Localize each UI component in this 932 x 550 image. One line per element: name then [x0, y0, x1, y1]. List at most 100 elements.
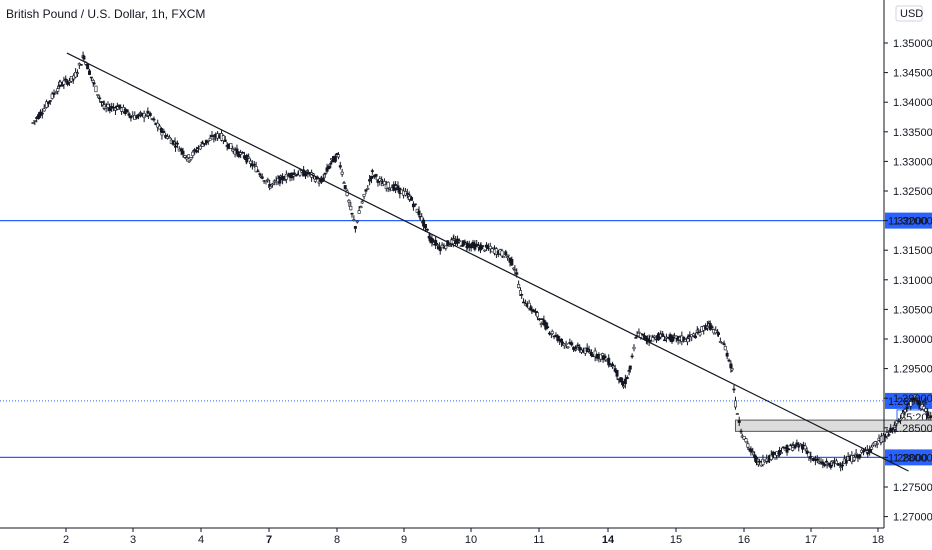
candle-body — [359, 206, 363, 208]
currency-label[interactable]: USD — [900, 8, 923, 20]
price-tick-label: 1.27000 — [893, 512, 932, 524]
time-axis[interactable]: 2 3 4 7 8 9 10 11 14 15 16 17 18 — [0, 527, 884, 546]
candle-body — [821, 461, 825, 465]
candle-body — [129, 115, 133, 119]
candle-body — [692, 333, 696, 336]
candle-body — [815, 458, 819, 461]
candle-body — [733, 400, 737, 408]
candle-body — [773, 454, 777, 458]
candle-body — [167, 136, 171, 139]
candle-body — [506, 254, 510, 257]
candle-body — [723, 346, 727, 351]
candle-body — [40, 112, 44, 115]
candle-body — [183, 155, 187, 158]
time-tick-label: 10 — [465, 534, 477, 546]
candle-body — [732, 388, 736, 391]
candle-body — [829, 464, 833, 468]
level-price-label: 1.28000 — [888, 452, 928, 464]
candle-body — [366, 187, 370, 190]
candle-body — [746, 443, 750, 448]
candle-body — [304, 173, 308, 177]
candle-body — [527, 302, 531, 309]
candle-body — [382, 181, 386, 186]
candle-body — [201, 143, 205, 147]
candle-body — [471, 241, 475, 245]
price-axis[interactable]: 1.35000 1.34500 1.34000 1.33500 1.33000 1.325… — [883, 0, 932, 528]
candle-body — [417, 210, 421, 216]
candle-body — [294, 174, 298, 177]
candle-body — [854, 452, 858, 455]
candle-body — [160, 132, 164, 136]
candle-body — [730, 368, 734, 371]
candle-body — [515, 272, 519, 275]
candle-body — [355, 220, 359, 223]
candle-body — [903, 409, 907, 413]
candle-body — [208, 138, 212, 141]
candle-body — [158, 125, 162, 130]
price-tick-label: 1.30500 — [893, 304, 932, 316]
candle-body — [564, 343, 568, 345]
candle-body — [893, 427, 897, 430]
candle-body — [347, 199, 351, 203]
candle-body — [98, 97, 102, 100]
candle-body — [137, 114, 141, 117]
price-tick-label: 1.30000 — [893, 334, 932, 346]
candle-body — [89, 76, 93, 79]
candle-body — [135, 116, 139, 119]
candle-body — [48, 100, 52, 102]
candle-body — [292, 172, 296, 175]
candle-body — [229, 143, 233, 149]
candle-body — [370, 175, 374, 180]
candle-body — [485, 244, 489, 248]
candle-body — [159, 128, 163, 133]
candle-body — [56, 88, 60, 92]
candle-body — [198, 145, 202, 150]
candle-body — [797, 445, 801, 448]
candle-body — [88, 70, 92, 75]
price-tick-label: 1.32500 — [893, 186, 932, 198]
candle-body — [744, 438, 748, 443]
time-tick-label: 17 — [805, 534, 817, 546]
price-tick-label: 1.29500 — [893, 364, 932, 376]
candle-body — [86, 64, 90, 70]
candle-body — [560, 341, 564, 344]
candle-body — [540, 318, 544, 320]
candle-body — [179, 148, 183, 151]
candle-body — [64, 78, 68, 81]
candle-body — [718, 341, 722, 343]
candle-body — [504, 251, 508, 256]
candle-body — [537, 318, 541, 320]
candle-body — [831, 460, 835, 463]
candle-body — [329, 162, 333, 165]
support-zone — [734, 419, 932, 432]
candle-body — [448, 245, 452, 247]
candle-body — [574, 348, 578, 350]
candle-body — [566, 346, 570, 349]
candle-body — [108, 107, 112, 111]
time-tick-label: 8 — [334, 534, 340, 546]
candle-body — [425, 228, 429, 231]
candle-body — [556, 335, 560, 341]
price-tick-label: 1.29000 — [893, 393, 932, 405]
candle-body — [173, 141, 177, 144]
candle-body — [481, 245, 485, 247]
candle-body — [587, 349, 591, 352]
candle-body — [781, 446, 785, 449]
candle-body — [96, 94, 100, 96]
time-tick-label: 3 — [130, 534, 136, 546]
candle-body — [500, 250, 504, 257]
candle-body — [436, 244, 440, 246]
currency-selector[interactable] — [895, 5, 923, 22]
candle-body — [338, 165, 342, 168]
candle-body — [463, 241, 467, 244]
candle-body — [223, 139, 227, 142]
price-tick-label: 1.31000 — [893, 275, 932, 287]
candle-body — [118, 104, 122, 109]
candle-body — [360, 201, 364, 204]
candle-body — [349, 206, 353, 211]
candle-body — [513, 269, 517, 271]
time-tick-label: 2 — [63, 534, 69, 546]
candle-body — [621, 385, 625, 388]
candle-body — [887, 434, 891, 436]
